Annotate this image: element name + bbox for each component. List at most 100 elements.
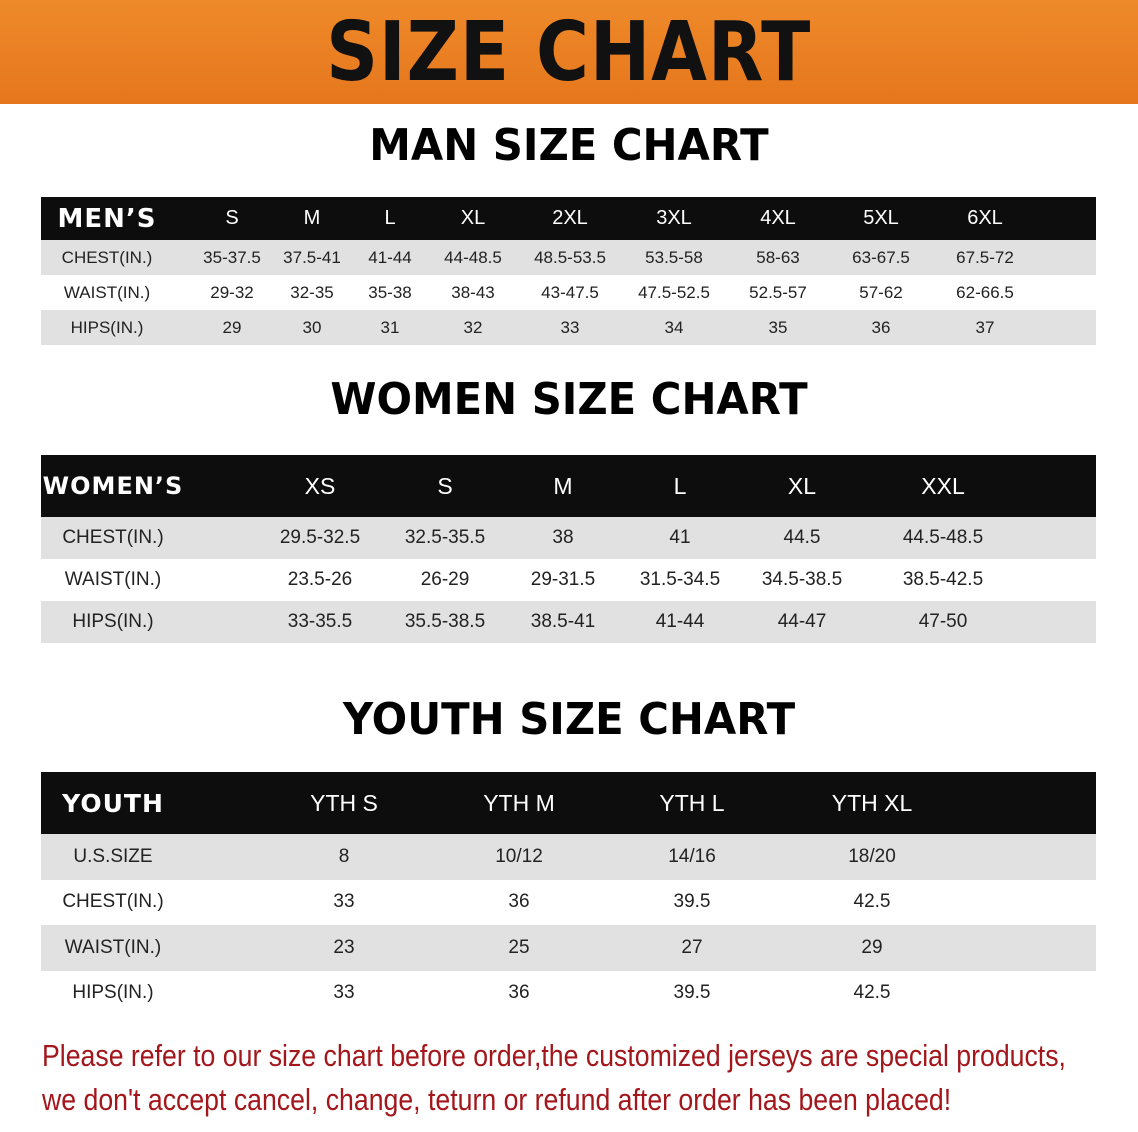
measure-value: 8 [338, 845, 350, 867]
measure-value: 38.5-42.5 [902, 569, 984, 590]
measure-value: 62-66.5 [956, 282, 1014, 302]
measure-value: 29-31.5 [530, 569, 596, 590]
measure-value: 41 [669, 527, 691, 548]
measure-label: HIPS(IN.) [72, 611, 154, 632]
measure-value: 27 [681, 936, 703, 958]
measure-value: 32-35 [290, 282, 334, 302]
measure-value: 44-48.5 [444, 247, 502, 267]
measure-value: 26-29 [420, 569, 470, 590]
size-header-cell: S [437, 472, 453, 499]
measure-value: 47.5-52.5 [638, 282, 710, 302]
size-header-cell: XL [460, 207, 486, 229]
table-title-cell: WOMEN’S [42, 472, 184, 500]
size-header-cell: 2XL [552, 207, 588, 229]
measure-value: 31 [380, 317, 400, 337]
table-title-cell: MEN’S [57, 203, 157, 234]
measure-label: CHEST(IN.) [61, 247, 153, 267]
measure-label: CHEST(IN.) [62, 891, 164, 913]
measure-label: WAIST(IN.) [63, 282, 151, 302]
measure-value: 18/20 [848, 845, 896, 867]
measure-value: 42.5 [853, 891, 891, 913]
men-table-row: HIPS(IN.) 29 30 31 32 33 34 35 36 37 [41, 310, 1096, 345]
size-header-cell: YTH M [483, 789, 555, 816]
measure-label: CHEST(IN.) [62, 527, 164, 548]
measure-value: 29 [222, 317, 242, 337]
measure-value: 34 [664, 317, 684, 337]
youth-table-row: U.S.SIZE 8 10/12 14/16 18/20 [41, 834, 1096, 880]
measure-value: 35.5-38.5 [404, 611, 486, 632]
measure-value: 41-44 [368, 247, 412, 267]
measure-value: 36 [508, 891, 530, 913]
youth-table-row: CHEST(IN.) 33 36 39.5 42.5 [41, 879, 1096, 925]
size-header-cell: YTH XL [831, 789, 913, 816]
measure-value: 44.5 [783, 527, 821, 548]
measure-value: 33 [333, 891, 355, 913]
size-header-cell: XL [787, 472, 817, 499]
men-table-row: WAIST(IN.) 29-32 32-35 35-38 38-43 43-47.5 47.… [41, 275, 1096, 310]
measure-label: U.S.SIZE [73, 845, 153, 867]
measure-value: 33-35.5 [287, 611, 353, 632]
measure-value: 53.5-58 [645, 247, 703, 267]
measure-value: 36 [508, 982, 530, 1004]
youth-section-title: YOUTH SIZE CHART [342, 694, 796, 745]
measure-value: 30 [302, 317, 322, 337]
size-header-cell: S [225, 207, 239, 229]
women-section-title: WOMEN SIZE CHART [330, 374, 808, 425]
measure-value: 23 [333, 936, 355, 958]
men-table-row: CHEST(IN.) 35-37.5 37.5-41 41-44 44-48.5 48.5… [41, 240, 1096, 275]
measure-value: 34.5-38.5 [761, 569, 843, 590]
size-header-cell: XXL [921, 472, 965, 499]
measure-value: 37.5-41 [283, 247, 341, 267]
table-title-cell: YOUTH [62, 788, 164, 818]
measure-value: 29.5-32.5 [279, 527, 361, 548]
size-header-cell: M [303, 207, 321, 229]
measure-value: 14/16 [668, 845, 716, 867]
women-table-row: WAIST(IN.) 23.5-26 26-29 29-31.5 31.5-34.5 34… [41, 559, 1096, 601]
measure-value: 48.5-53.5 [534, 247, 606, 267]
measure-value: 47-50 [918, 611, 968, 632]
measure-value: 39.5 [673, 891, 711, 913]
men-header-row: MEN’S S M L XL 2XL 3XL 4XL 5XL 6XL [41, 197, 1096, 240]
measure-label: HIPS(IN.) [70, 317, 144, 337]
measure-value: 32 [463, 317, 483, 337]
banner-title: SIZE CHART [326, 4, 812, 100]
measure-label: WAIST(IN.) [64, 569, 162, 590]
measure-value: 35-37.5 [203, 247, 261, 267]
measure-value: 44-47 [777, 611, 827, 632]
measure-value: 43-47.5 [541, 282, 599, 302]
size-header-cell: L [384, 207, 396, 229]
measure-value: 39.5 [673, 982, 711, 1004]
women-table-row: CHEST(IN.) 29.5-32.5 32.5-35.5 38 41 44.5 44.5… [41, 517, 1096, 559]
size-header-cell: 3XL [656, 207, 692, 229]
youth-header-row: YOUTH YTH S YTH M YTH L YTH XL [41, 772, 1096, 834]
measure-value: 33 [333, 982, 355, 1004]
measure-value: 35 [768, 317, 788, 337]
men-section-title: MAN SIZE CHART [369, 120, 769, 171]
size-header-cell: YTH L [659, 789, 725, 816]
size-header-cell: 5XL [863, 207, 899, 229]
measure-value: 29 [861, 936, 883, 958]
women-header-row: WOMEN’S XS S M L XL XXL [41, 455, 1096, 517]
size-header-cell: L [673, 472, 687, 499]
size-header-cell: YTH S [310, 789, 378, 816]
youth-table-row: WAIST(IN.) 23 25 27 29 [41, 925, 1096, 971]
youth-table-row: HIPS(IN.) 33 36 39.5 42.5 [41, 970, 1096, 1016]
measure-label: HIPS(IN.) [72, 982, 154, 1004]
measure-value: 42.5 [853, 982, 891, 1004]
measure-label: WAIST(IN.) [64, 936, 162, 958]
measure-value: 67.5-72 [956, 247, 1014, 267]
notice-line-1: Please refer to our size chart before or… [42, 1038, 1066, 1073]
youth-size-table: YOUTH YTH S YTH M YTH L YTH XL U.S.SIZE 8 10/12… [41, 772, 1096, 1016]
measure-value: 52.5-57 [749, 282, 807, 302]
measure-value: 63-67.5 [852, 247, 910, 267]
measure-value: 57-62 [859, 282, 903, 302]
measure-value: 33 [560, 317, 580, 337]
measure-value: 36 [871, 317, 891, 337]
men-size-table: MEN’S S M L XL 2XL 3XL 4XL 5XL 6XL CHEST(IN.) 35-37… [41, 197, 1096, 345]
women-table-row: HIPS(IN.) 33-35.5 35.5-38.5 38.5-41 41-44 44-… [41, 601, 1096, 643]
measure-value: 38 [552, 527, 574, 548]
measure-value: 10/12 [495, 845, 543, 867]
measure-value: 38-43 [451, 282, 495, 302]
measure-value: 31.5-34.5 [639, 569, 721, 590]
measure-value: 35-38 [368, 282, 412, 302]
